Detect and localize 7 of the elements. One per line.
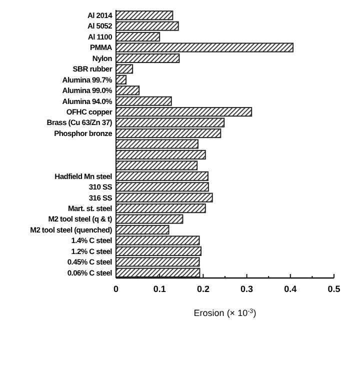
x-tick-label: 0.4 <box>284 284 297 294</box>
x-tick-label: 0.1 <box>153 284 166 294</box>
x-tick-label: 0.3 <box>240 284 254 294</box>
x-tick-label: 0.5 <box>328 284 340 294</box>
x-tick-label: 0.2 <box>196 284 210 294</box>
x-axis-title: Erosion (× 10$^{-3}$) <box>194 308 256 318</box>
x-tick-label: 0 <box>113 284 119 294</box>
